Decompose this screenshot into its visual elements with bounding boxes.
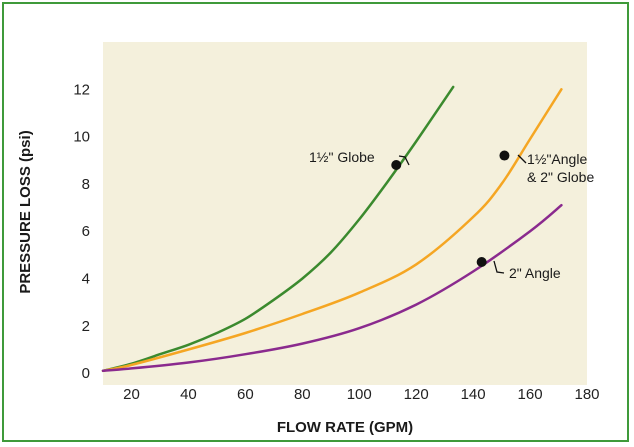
x-axis-ticks: 20 40 60 80 100 120 140 160 180	[123, 386, 599, 403]
annotation-leader	[493, 260, 505, 274]
series-line-2	[101, 203, 563, 373]
annotation-label: 1½"Angle	[527, 151, 587, 167]
annotation-label: 2" Angle	[509, 265, 561, 281]
annotation-marker	[499, 150, 510, 161]
x-tick-label: 100	[347, 386, 372, 403]
x-tick-label: 40	[180, 386, 197, 403]
y-axis-title: PRESSURE LOSS (psi)	[17, 130, 34, 293]
series-line-0	[101, 85, 455, 373]
y-tick-label: 0	[82, 365, 90, 382]
x-tick-label: 60	[237, 386, 254, 403]
annotation-leader	[517, 154, 527, 164]
y-tick-label: 6	[82, 223, 90, 240]
x-tick-label: 180	[574, 386, 599, 403]
y-tick-label: 4	[82, 271, 90, 288]
series-lines	[101, 85, 563, 373]
annotation-label: 1½" Globe	[309, 149, 375, 165]
annotations: 1½" Globe 1½"Angle & 2" Globe 2" Angle	[309, 149, 594, 281]
x-tick-label: 160	[518, 386, 543, 403]
y-tick-label: 8	[82, 176, 90, 193]
y-tick-label: 10	[73, 129, 90, 146]
x-axis-title: FLOW RATE (GPM)	[277, 419, 413, 436]
y-tick-label: 12	[73, 81, 90, 98]
x-tick-label: 140	[461, 386, 486, 403]
x-tick-label: 20	[123, 386, 140, 403]
annotation-marker	[476, 256, 487, 267]
series-line-1	[101, 88, 563, 373]
x-tick-label: 120	[404, 386, 429, 403]
x-tick-label: 80	[294, 386, 311, 403]
annotation-marker	[391, 160, 402, 171]
annotation-leader	[398, 155, 410, 166]
y-axis-ticks: 0 2 4 6 8 10 12	[73, 81, 90, 382]
plot-area	[103, 42, 587, 385]
annotation-label: & 2" Globe	[527, 169, 594, 185]
y-tick-label: 2	[82, 318, 90, 335]
